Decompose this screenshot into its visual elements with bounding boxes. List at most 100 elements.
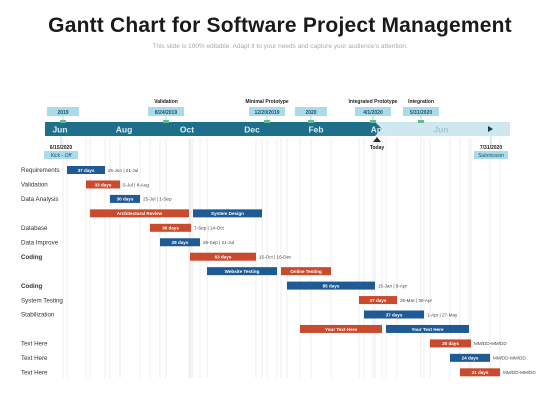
task-bar [450,353,490,362]
milestone-callout [403,107,439,116]
milestone-caption: Submission [478,153,504,159]
task-bar-label: 28 days [172,240,189,245]
task-bar [364,310,424,319]
chevron-right-icon [488,126,493,132]
task-dates: MM/DD-MM/DD [503,370,536,375]
milestone-callout [44,151,78,159]
task-dates: 15-Oct | 16-Dec [259,255,292,260]
task-bar [287,281,375,290]
task-bar [110,194,140,203]
task-bar [207,267,277,276]
milestone-callout [355,107,391,116]
task-bar-label: 33 days [95,182,112,187]
task-label: Stabilization [21,312,55,319]
task-dates: MM/DD-MM/DD [474,341,507,346]
task-bar-label: Architectural Review [117,211,163,216]
task-bar-label: Your Text Here [325,327,357,332]
task-bar-label: 63 days [215,255,232,260]
milestone-year: 2019 [57,110,68,116]
task-label: Coding [21,283,43,290]
task-bar-label: 36 days [162,226,179,231]
milestone-caption: Validation [154,99,178,105]
task-label: Data Analysis [21,196,59,203]
task-label: System Testing [21,297,63,304]
task-bar-label: Website Testing [225,269,260,274]
task-dates: 15-Jan | 9-Apr [378,283,407,288]
milestone-caption: Integrated Prototype [349,99,398,105]
milestone-marker [60,120,66,123]
task-dates: 25-Sep | 21-Jul [203,240,234,245]
milestone-caption: Integration [408,99,434,105]
task-label: Database [21,225,48,232]
milestone-marker [264,120,270,123]
task-bar [86,180,120,189]
task-bar-label: 24 days [462,356,479,361]
timeline-tail [370,122,510,136]
task-bar-label: 85 days [323,283,340,288]
milestone-date: 7/31/2020 [480,145,502,151]
task-label: Text Here [21,355,48,362]
milestone-year: 2020 [305,110,316,116]
milestone-date: 6/15/2020 [50,145,72,151]
task-bar-label: System Design [211,211,244,216]
month-label: Aug [116,125,133,135]
month-label: Jun [52,125,67,135]
task-bar [281,267,331,276]
month-label: Apr [371,125,386,135]
milestone-callout [249,107,285,116]
task-dates: 25-Mar | 30-Apr [400,298,433,303]
month-label: Oct [180,125,194,135]
task-bar-label: 21 days [472,370,489,375]
task-dates: 25-Jun | 21-Jul [108,168,138,173]
milestone-marker [370,120,376,123]
milestone-date: 5/31/2020 [410,110,432,116]
milestone-callout [474,151,508,159]
task-bar [386,324,469,333]
task-dates: 1-Apr | 27-May [427,312,458,317]
task-label: Coding [21,254,43,261]
task-bar-label: 20 days [442,341,459,346]
task-bar [300,324,382,333]
page-title: Gantt Chart for Software Project Managem… [48,14,512,37]
task-dates: 5-Jul | 8-Aug [123,182,149,187]
page-subtitle: This slide is 100% editable. Adapt it to… [152,43,408,50]
milestone-date: 4/1/2020 [363,110,383,116]
task-label: Validation [21,182,48,189]
task-bar-label: Your Text Here [412,327,444,332]
task-bar-label: 37 days [386,312,403,317]
task-bar-label: 30 days [117,197,134,202]
milestone-caption: Kick - Off [51,153,72,159]
task-bar [460,368,500,377]
month-label: Dec [244,125,260,135]
milestone-marker [163,120,169,123]
task-bar [359,296,397,305]
task-bar [193,209,262,218]
task-bar-label: Online Testing [290,269,322,274]
task-bar [430,339,471,348]
task-label: Text Here [21,370,48,377]
task-label: Data Improve [21,239,59,246]
task-bar [67,166,105,174]
timeline-bar [45,122,382,136]
task-bar [150,223,191,232]
task-dates: MM/DD-MM/DD [493,356,526,361]
milestone-callout [295,107,327,116]
month-label: Jun [433,125,448,135]
milestone-caption: Minimal Prototype [245,99,289,105]
milestone-date: 8/24/2019 [155,110,177,116]
task-bar-label: 37 days [78,168,95,173]
task-bar [190,252,256,261]
task-dates: 25-Jul | 1-Sep [143,197,172,202]
task-bar [160,238,200,247]
today-label: Today [370,145,385,151]
month-label: Feb [308,125,323,135]
milestone-date: 12/20/2019 [254,110,279,116]
task-dates: 7-Sep | 14-Oct [194,226,225,231]
milestone-callout [47,107,79,116]
milestone-callout [148,107,184,116]
milestone-marker [308,120,314,123]
task-label: Text Here [21,341,48,348]
milestone-marker [418,120,424,123]
task-bar [90,209,189,218]
